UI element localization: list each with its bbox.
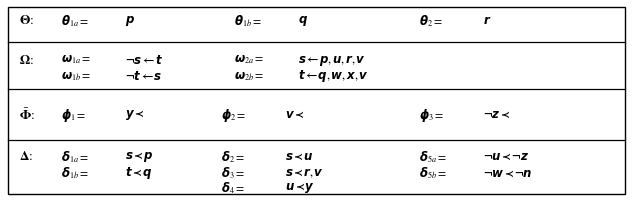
Text: $\boldsymbol{\phi}_2 =$: $\boldsymbol{\phi}_2 =$	[221, 106, 246, 123]
Text: $\boldsymbol{\theta}_2 =$: $\boldsymbol{\theta}_2 =$	[419, 13, 444, 29]
Text: $\boldsymbol{\omega}_{2b} =$: $\boldsymbol{\omega}_{2b} =$	[234, 70, 264, 83]
Text: $\boldsymbol{\delta}_3 =$: $\boldsymbol{\delta}_3 =$	[221, 166, 245, 181]
Text: $\boldsymbol{s \leftarrow p, u, r, v}$: $\boldsymbol{s \leftarrow p, u, r, v}$	[298, 52, 365, 68]
Text: $\boldsymbol{\theta}_{1b} =$: $\boldsymbol{\theta}_{1b} =$	[234, 13, 262, 29]
Text: $\boldsymbol{\omega}_{1a} =$: $\boldsymbol{\omega}_{1a} =$	[61, 54, 91, 66]
Text: $\boldsymbol{\neg w \prec \neg n}$: $\boldsymbol{\neg w \prec \neg n}$	[483, 168, 533, 179]
Text: $\boldsymbol{\Omega}$:: $\boldsymbol{\Omega}$:	[19, 53, 34, 66]
Text: $\boldsymbol{\neg u \prec \neg z}$: $\boldsymbol{\neg u \prec \neg z}$	[483, 151, 529, 163]
Text: $\boldsymbol{r}$: $\boldsymbol{r}$	[483, 15, 492, 27]
Text: $\boldsymbol{t \leftarrow q, w, x, v}$: $\boldsymbol{t \leftarrow q, w, x, v}$	[298, 68, 368, 84]
Text: $\boldsymbol{s \prec p}$: $\boldsymbol{s \prec p}$	[125, 150, 153, 164]
Text: $\boldsymbol{\delta}_{1a} =$: $\boldsymbol{\delta}_{1a} =$	[61, 149, 89, 165]
Text: $\boldsymbol{y} \boldsymbol{\prec}$: $\boldsymbol{y} \boldsymbol{\prec}$	[125, 108, 144, 122]
FancyBboxPatch shape	[8, 7, 625, 194]
Text: $\boldsymbol{q}$: $\boldsymbol{q}$	[298, 14, 308, 28]
Text: $\boldsymbol{t \prec q}$: $\boldsymbol{t \prec q}$	[125, 165, 152, 181]
Text: $\boldsymbol{\neg t \leftarrow s}$: $\boldsymbol{\neg t \leftarrow s}$	[125, 70, 162, 83]
Text: $\boldsymbol{\Theta}$:: $\boldsymbol{\Theta}$:	[19, 15, 34, 27]
Text: $\boldsymbol{\delta}_{1b} =$: $\boldsymbol{\delta}_{1b} =$	[61, 166, 89, 181]
Text: $\boldsymbol{\theta}_{1a} =$: $\boldsymbol{\theta}_{1a} =$	[61, 13, 89, 29]
Text: $\bar{\boldsymbol{\Phi}}$:: $\bar{\boldsymbol{\Phi}}$:	[19, 107, 35, 123]
Text: $\boldsymbol{\delta}_2 =$: $\boldsymbol{\delta}_2 =$	[221, 149, 245, 165]
Text: $\boldsymbol{\omega}_{1b} =$: $\boldsymbol{\omega}_{1b} =$	[61, 70, 91, 83]
Text: $\boldsymbol{\neg z} \boldsymbol{\prec}$: $\boldsymbol{\neg z} \boldsymbol{\prec}$	[483, 109, 511, 121]
Text: $\boldsymbol{p}$: $\boldsymbol{p}$	[125, 14, 135, 28]
Text: $\boldsymbol{s \prec r, v}$: $\boldsymbol{s \prec r, v}$	[285, 167, 324, 180]
Text: $\boldsymbol{v} \boldsymbol{\prec}$: $\boldsymbol{v} \boldsymbol{\prec}$	[285, 109, 304, 121]
Text: $\boldsymbol{\Delta}$:: $\boldsymbol{\Delta}$:	[19, 150, 33, 164]
Text: $\boldsymbol{\omega}_{2a} =$: $\boldsymbol{\omega}_{2a} =$	[234, 54, 264, 66]
Text: $\boldsymbol{\delta}_4 =$: $\boldsymbol{\delta}_4 =$	[221, 181, 245, 196]
Text: $\boldsymbol{\delta}_{5b} =$: $\boldsymbol{\delta}_{5b} =$	[419, 166, 447, 181]
Text: $\boldsymbol{\phi}_3 =$: $\boldsymbol{\phi}_3 =$	[419, 106, 445, 123]
Text: $\boldsymbol{\neg s \leftarrow t}$: $\boldsymbol{\neg s \leftarrow t}$	[125, 53, 163, 66]
Text: $\boldsymbol{\phi}_1 =$: $\boldsymbol{\phi}_1 =$	[61, 106, 86, 123]
Text: $\boldsymbol{s \prec u}$: $\boldsymbol{s \prec u}$	[285, 151, 313, 163]
Text: $\boldsymbol{\delta}_{5a} =$: $\boldsymbol{\delta}_{5a} =$	[419, 149, 447, 165]
Text: $\boldsymbol{u \prec y}$: $\boldsymbol{u \prec y}$	[285, 181, 315, 195]
